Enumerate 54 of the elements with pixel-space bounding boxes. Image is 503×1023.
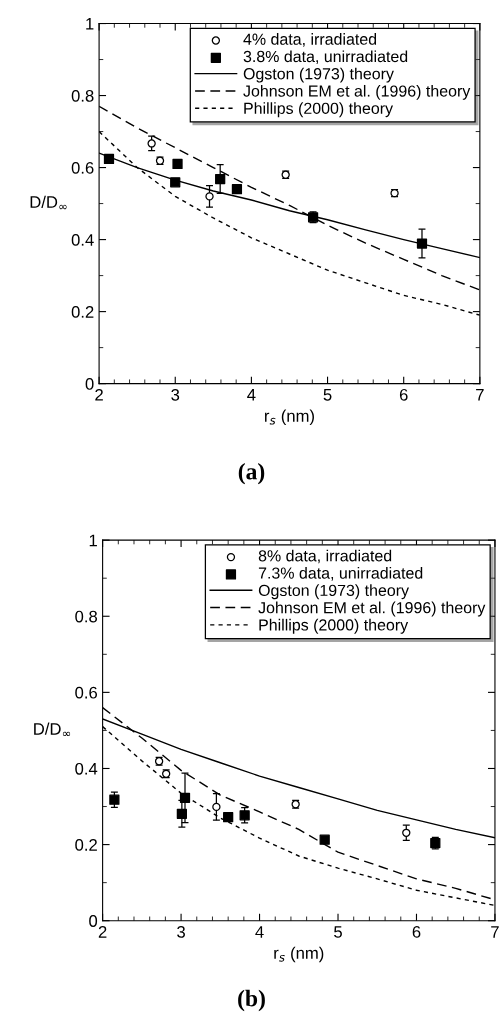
point [402, 828, 411, 837]
legend-label: 3.8% data, unirradiated [243, 50, 408, 65]
legend-label: 7.3% data, unirradiated [258, 567, 423, 581]
legend-label: Phillips (2000) theory [259, 618, 409, 634]
y-tick-label: 0 [85, 378, 94, 390]
y-tick-label: 1 [89, 534, 97, 547]
text: (b) [238, 989, 265, 1012]
point [147, 139, 156, 148]
legend-label: Johnson EM et al. (1996) theory [243, 84, 471, 100]
y-tick-label: 0.4 [75, 762, 98, 775]
legend-label: 8% data, irradiated [258, 549, 392, 564]
y-tick-label: 0.8 [75, 610, 98, 623]
y-tick-label: 1 [86, 18, 94, 30]
x-tick-label: 2 [98, 926, 107, 938]
legend-label: Ogston (1973) theory [258, 584, 409, 600]
x-tick-label: 6 [412, 926, 421, 938]
x-tick-label: 3 [171, 388, 180, 401]
x-tick-label: 4 [247, 389, 256, 401]
x-tick-label: 5 [323, 389, 332, 401]
point [170, 177, 181, 188]
point [103, 153, 115, 165]
y-tick-label: 0 [89, 915, 98, 927]
x-tick-label: 7 [491, 926, 499, 938]
x-tick-label: 5 [334, 926, 342, 938]
x-axis-title: r$_{s}$ (nm) [265, 409, 314, 426]
y-axis-title: D/D$_{∞}$ [34, 722, 71, 737]
y-tick-label: 0.2 [71, 306, 94, 318]
point [205, 192, 214, 201]
point [179, 792, 191, 803]
point [319, 834, 330, 845]
point [223, 812, 234, 823]
y-tick-label: 0.6 [71, 161, 94, 174]
legend-label: Johnson EM et al. (1996) theory [258, 601, 486, 617]
y-axis-title: D/D$_{∞}$ [30, 195, 67, 210]
point [215, 173, 226, 185]
x-tick-label: 2 [95, 388, 103, 401]
legend-label: Ogston (1973) theory [243, 67, 394, 83]
y-tick-label: 0.6 [75, 686, 98, 699]
legend-label: 4% data, irradiated [243, 33, 377, 47]
y-tick-label: 0.8 [71, 89, 94, 102]
y-tick-label: 0.4 [71, 233, 94, 246]
x-tick-label: 4 [255, 926, 264, 938]
point [231, 184, 243, 195]
x-axis-title: r$_{s}$ (nm) [274, 946, 324, 963]
point [416, 238, 428, 249]
text: (a) [238, 462, 265, 485]
x-tick-label: 7 [476, 389, 484, 401]
y-tick-label: 0.2 [75, 838, 97, 851]
legend-label: Phillips (2000) theory [244, 102, 394, 118]
point [212, 802, 221, 812]
x-tick-label: 3 [177, 926, 185, 938]
point [172, 158, 183, 170]
x-tick-label: 6 [399, 388, 408, 401]
point [176, 808, 187, 819]
